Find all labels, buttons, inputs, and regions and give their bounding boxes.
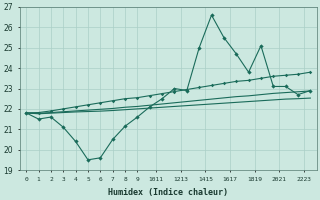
X-axis label: Humidex (Indice chaleur): Humidex (Indice chaleur) (108, 188, 228, 197)
